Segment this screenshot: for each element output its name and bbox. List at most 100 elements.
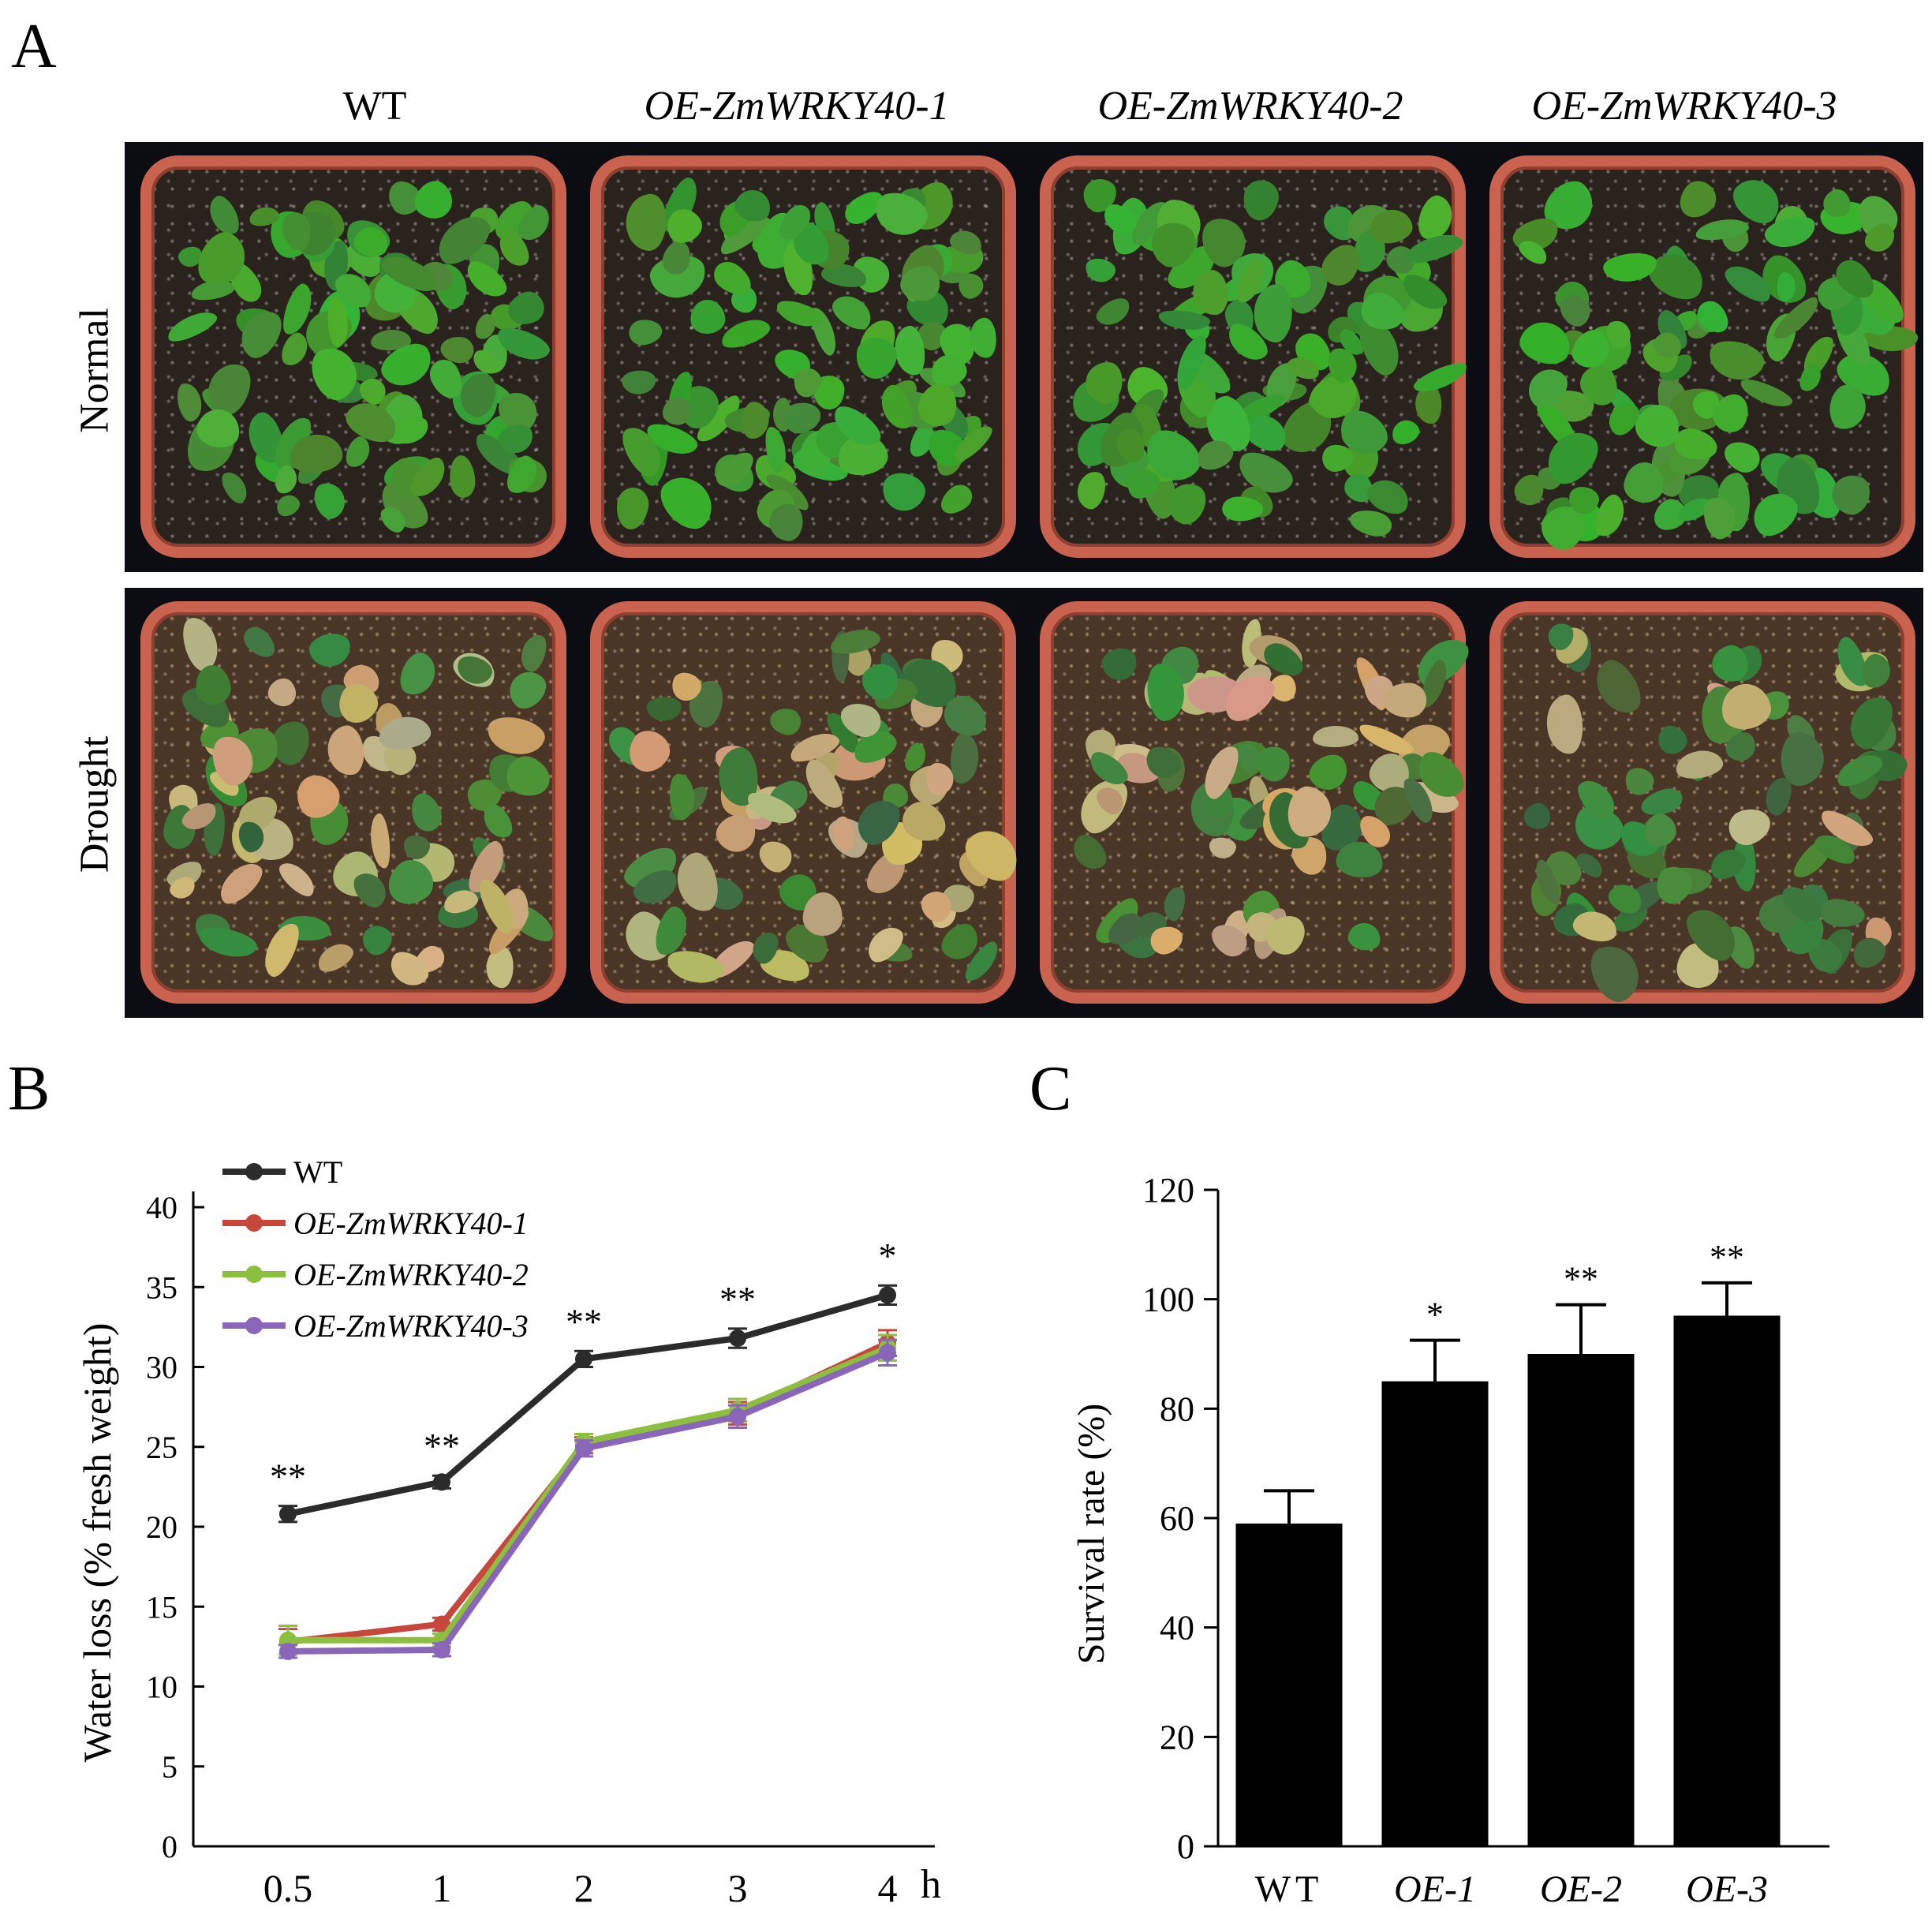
y-tick-label: 5 [162, 1749, 178, 1785]
leaf [646, 697, 682, 721]
leaf [484, 712, 548, 760]
panel-b-letter: B [8, 1054, 50, 1124]
leaf [217, 467, 252, 507]
legend-label: OE-ZmWRKY40-1 [293, 1206, 529, 1241]
data-point [433, 1640, 450, 1659]
leaf [925, 761, 955, 796]
leaf [447, 454, 476, 499]
x-tick-label: WT [1255, 1868, 1324, 1909]
leaf [624, 193, 668, 252]
x-unit-label: h [921, 1862, 941, 1907]
leaf [501, 664, 553, 716]
leaf [1672, 174, 1724, 226]
leaf [1583, 937, 1648, 1009]
normal-pot-3 [1040, 155, 1470, 558]
leaf [258, 918, 305, 982]
data-point [729, 1329, 746, 1348]
x-tick-label: OE-1 [1394, 1868, 1476, 1909]
leaf [307, 630, 354, 671]
bar-oe-1 [1381, 1381, 1489, 1846]
leaf [1073, 468, 1109, 512]
water-loss-chart: 0 5 10 15 20 25 30 35 40 0.5 1 2 3 4 h Water loss (% fr… [75, 1154, 941, 1909]
legend-swatch-marker [245, 1163, 263, 1180]
significance-marker: ** [270, 1457, 306, 1497]
x-tick-label: OE-3 [1686, 1868, 1768, 1909]
leaf [263, 674, 303, 713]
drought-pot-1 [140, 601, 566, 1004]
y-tick-label: 40 [146, 1190, 178, 1225]
leaf [163, 305, 221, 346]
leaf [627, 317, 664, 348]
legend-swatch-marker [245, 1266, 263, 1283]
drought-pot-2 [590, 601, 1028, 1004]
legend-swatch-marker [245, 1317, 263, 1334]
data-point [729, 1408, 746, 1426]
leaf [195, 922, 260, 963]
leaf [1601, 251, 1659, 285]
column-label-oe-1: OE-ZmWRKY40-1 [644, 84, 950, 129]
significance-marker: ** [719, 1279, 756, 1319]
significance-marker: ** [566, 1301, 602, 1341]
leaf [312, 937, 357, 978]
data-point [879, 1286, 896, 1304]
leaf [1545, 694, 1585, 756]
leaf [1781, 732, 1824, 786]
y-tick-label: 100 [1142, 1281, 1194, 1319]
leaf [614, 485, 651, 532]
photo-normal-plants [125, 142, 1923, 572]
x-tick-label: 0.5 [263, 1866, 313, 1909]
leaf [1208, 836, 1238, 860]
leaf [325, 724, 368, 778]
leaf [877, 469, 929, 516]
y-tick-label: 15 [146, 1589, 178, 1625]
leaf [688, 297, 727, 336]
legend-label: OE-ZmWRKY40-2 [293, 1257, 529, 1292]
leaf [1345, 919, 1383, 953]
legend-label: WT [293, 1154, 342, 1190]
leaf [275, 857, 320, 901]
significance-marker: * [879, 1236, 897, 1276]
bar-oe-2 [1527, 1354, 1635, 1846]
normal-pot-4 [1489, 155, 1919, 558]
leaf [272, 490, 304, 520]
normal-pot-1 [140, 155, 566, 558]
legend-label: OE-ZmWRKY40-3 [293, 1308, 529, 1344]
x-tick-label: OE-2 [1540, 1868, 1622, 1909]
leaf [238, 622, 281, 664]
data-point [575, 1439, 592, 1457]
leaf [309, 478, 350, 523]
data-point [879, 1344, 896, 1362]
legend-swatch-marker [245, 1214, 263, 1232]
row-label-drought: Drought [72, 735, 118, 873]
data-point [279, 1505, 297, 1523]
leaf [621, 369, 657, 395]
y-tick-label: 80 [1160, 1389, 1194, 1428]
leaf [768, 705, 803, 738]
leaf [717, 313, 773, 353]
leaf [408, 174, 461, 227]
y-tick-label: 60 [1160, 1499, 1194, 1538]
leaf [1092, 294, 1134, 331]
leaf [1725, 803, 1776, 851]
leaf [1083, 256, 1118, 286]
y-tick-label: 20 [1160, 1718, 1194, 1756]
x-tick-label: 4 [878, 1866, 898, 1909]
leaf [357, 919, 398, 960]
x-tick-label: 3 [728, 1866, 748, 1909]
y-tick-label: 120 [1142, 1171, 1194, 1210]
leaf [664, 946, 727, 988]
significance-marker: ** [424, 1426, 460, 1466]
leaf [1515, 316, 1576, 370]
significance-marker: * [1426, 1296, 1444, 1334]
leaf [753, 835, 798, 878]
leaf [652, 466, 723, 539]
data-point [433, 1615, 450, 1633]
leaf [949, 732, 981, 785]
panel-a-letter: A [11, 12, 57, 81]
leaf [406, 789, 446, 836]
y-axis-title: Water loss (% fresh weight) [75, 1323, 119, 1763]
leaf [1587, 653, 1649, 722]
y-tick-label: 20 [146, 1509, 178, 1545]
x-tick-label: 1 [432, 1866, 452, 1909]
leaf [517, 631, 551, 675]
